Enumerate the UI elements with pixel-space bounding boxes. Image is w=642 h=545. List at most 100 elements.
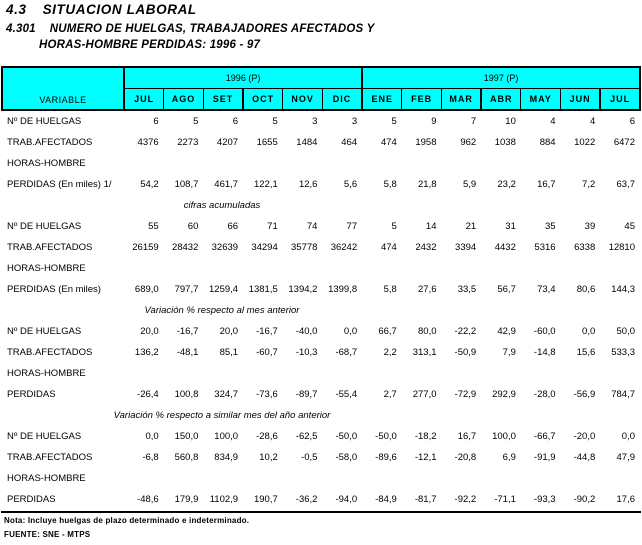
data-cell: -20,0 <box>573 431 596 442</box>
data-cell <box>322 153 362 174</box>
month-header: ENE <box>361 88 403 111</box>
data-cell <box>561 153 601 174</box>
data-cell <box>561 258 601 279</box>
data-cell: 5,9 <box>462 179 477 190</box>
data-cell: 4 <box>589 116 596 127</box>
year-group-header: 1997 (P) <box>361 66 641 89</box>
data-cell: -73,6 <box>256 389 278 400</box>
data-cell: 47,9 <box>616 452 636 463</box>
data-cell: 2273 <box>177 137 199 148</box>
data-cell <box>124 153 164 174</box>
data-cell <box>164 258 204 279</box>
table-header: VARIABLE 1996 (P) 1997 (P) JUL AGO SET OCT NO… <box>1 66 641 111</box>
table-title-line1: NUMERO DE HUELGAS, TRABAJADORES AFECTADO… <box>49 23 375 35</box>
data-cell: 560,8 <box>174 452 199 463</box>
data-cell: 6 <box>232 116 239 127</box>
data-cell <box>561 468 601 489</box>
data-cell: 1958 <box>415 137 437 148</box>
data-cell: -71,1 <box>494 494 516 505</box>
data-cell: 16,7 <box>537 179 556 190</box>
data-cell: 20,0 <box>140 326 159 337</box>
data-cell <box>203 468 243 489</box>
section-caption-row: Variación % respecto al mes anterior <box>2 300 640 321</box>
month-header: NOV <box>282 88 323 111</box>
data-cell: 21 <box>465 221 477 232</box>
row-label: HORAS-HOMBRE <box>7 473 86 484</box>
variable-column-header: VARIABLE <box>1 66 125 111</box>
data-cell: 35778 <box>291 242 318 253</box>
data-cell: 6 <box>153 116 159 127</box>
data-cell <box>203 153 243 174</box>
data-cell <box>164 468 204 489</box>
data-cell <box>322 363 362 384</box>
data-cell: 1381,5 <box>248 284 278 295</box>
data-cell: 784,7 <box>611 389 635 400</box>
data-cell: -16,7 <box>176 326 199 337</box>
row-label: HORAS-HOMBRE <box>7 263 86 274</box>
data-cell: 1655 <box>256 137 278 148</box>
table-row: PERDIDAS -48,6 179,9 1102,9 190,7 -36,2 -94,0 -… <box>2 489 640 510</box>
data-cell: 150,0 <box>174 431 199 442</box>
month-header: SET <box>202 88 244 111</box>
data-cell: -55,4 <box>335 389 358 400</box>
month-header: JUN <box>560 88 601 111</box>
data-cell: -48,6 <box>137 494 159 505</box>
data-cell: 33,5 <box>457 284 477 295</box>
data-cell: 27,6 <box>418 284 437 295</box>
month-header-row: JUL AGO SET OCT NOV DIC ENE FEB MAR ABR MAY JUN JUL <box>2 88 641 111</box>
data-cell: 100,0 <box>214 431 239 442</box>
data-cell: 5,8 <box>383 179 397 190</box>
row-label: TRAB.AFECTADOS <box>7 452 93 463</box>
data-cell <box>243 153 283 174</box>
statistics-table: VARIABLE 1996 (P) 1997 (P) JUL AGO SET OCT NO… <box>1 66 641 510</box>
month-header: OCT <box>242 88 284 111</box>
data-cell: 71 <box>267 221 278 232</box>
data-cell: 56,7 <box>497 284 516 295</box>
data-cell <box>124 468 164 489</box>
data-cell: 23,2 <box>497 179 516 190</box>
titles: 4.3 SITUACION LABORAL 4.301 NUMERO DE HUEL… <box>6 2 374 51</box>
data-cell <box>322 258 362 279</box>
data-cell: -91,9 <box>533 452 556 463</box>
data-cell: -89,6 <box>375 452 397 463</box>
data-cell: 5 <box>391 116 397 127</box>
data-cell: -28,0 <box>533 389 556 400</box>
data-cell <box>442 258 482 279</box>
month-header: ABR <box>480 88 522 111</box>
data-cell: -60,7 <box>256 347 278 358</box>
data-cell: 6 <box>629 116 635 127</box>
data-cell: 1259,4 <box>209 284 239 295</box>
data-cell: -93,3 <box>533 494 556 505</box>
data-cell: 144,3 <box>611 284 635 295</box>
data-cell <box>442 468 482 489</box>
data-cell: -50,0 <box>335 431 358 442</box>
data-cell: -14,8 <box>533 347 556 358</box>
data-cell: 5,6 <box>343 179 358 190</box>
data-cell <box>402 363 442 384</box>
data-cell: 31 <box>505 221 516 232</box>
data-cell: -48,1 <box>176 347 199 358</box>
data-cell: 55 <box>148 221 159 232</box>
data-cell: 4 <box>550 116 556 127</box>
table-row: Nº DE HUELGAS 0,0 150,0 100,0 -28,6 -62,5 -50,… <box>2 426 640 447</box>
data-cell: 34294 <box>251 242 278 253</box>
data-cell: 36242 <box>330 242 358 253</box>
data-cell: 7 <box>470 116 477 127</box>
section-caption: cifras acumuladas <box>183 200 261 211</box>
data-cell: 313,1 <box>412 347 437 358</box>
data-cell: -20,8 <box>454 452 477 463</box>
data-cell: -90,2 <box>573 494 596 505</box>
data-cell: -22,2 <box>454 326 477 337</box>
month-header: DIC <box>321 88 363 111</box>
data-cell: 15,6 <box>576 347 596 358</box>
row-label: Nº DE HUELGAS <box>7 431 82 442</box>
data-cell: -62,5 <box>295 431 318 442</box>
data-cell: 74 <box>306 221 318 232</box>
table-row: PERDIDAS -26,4 100,8 324,7 -73,6 -89,7 -55,4 2,… <box>2 384 640 405</box>
data-cell: 5 <box>193 116 199 127</box>
data-cell <box>481 363 521 384</box>
data-cell: 0,0 <box>621 431 635 442</box>
data-cell: 7,2 <box>582 179 596 190</box>
data-cell: 324,7 <box>214 389 239 400</box>
